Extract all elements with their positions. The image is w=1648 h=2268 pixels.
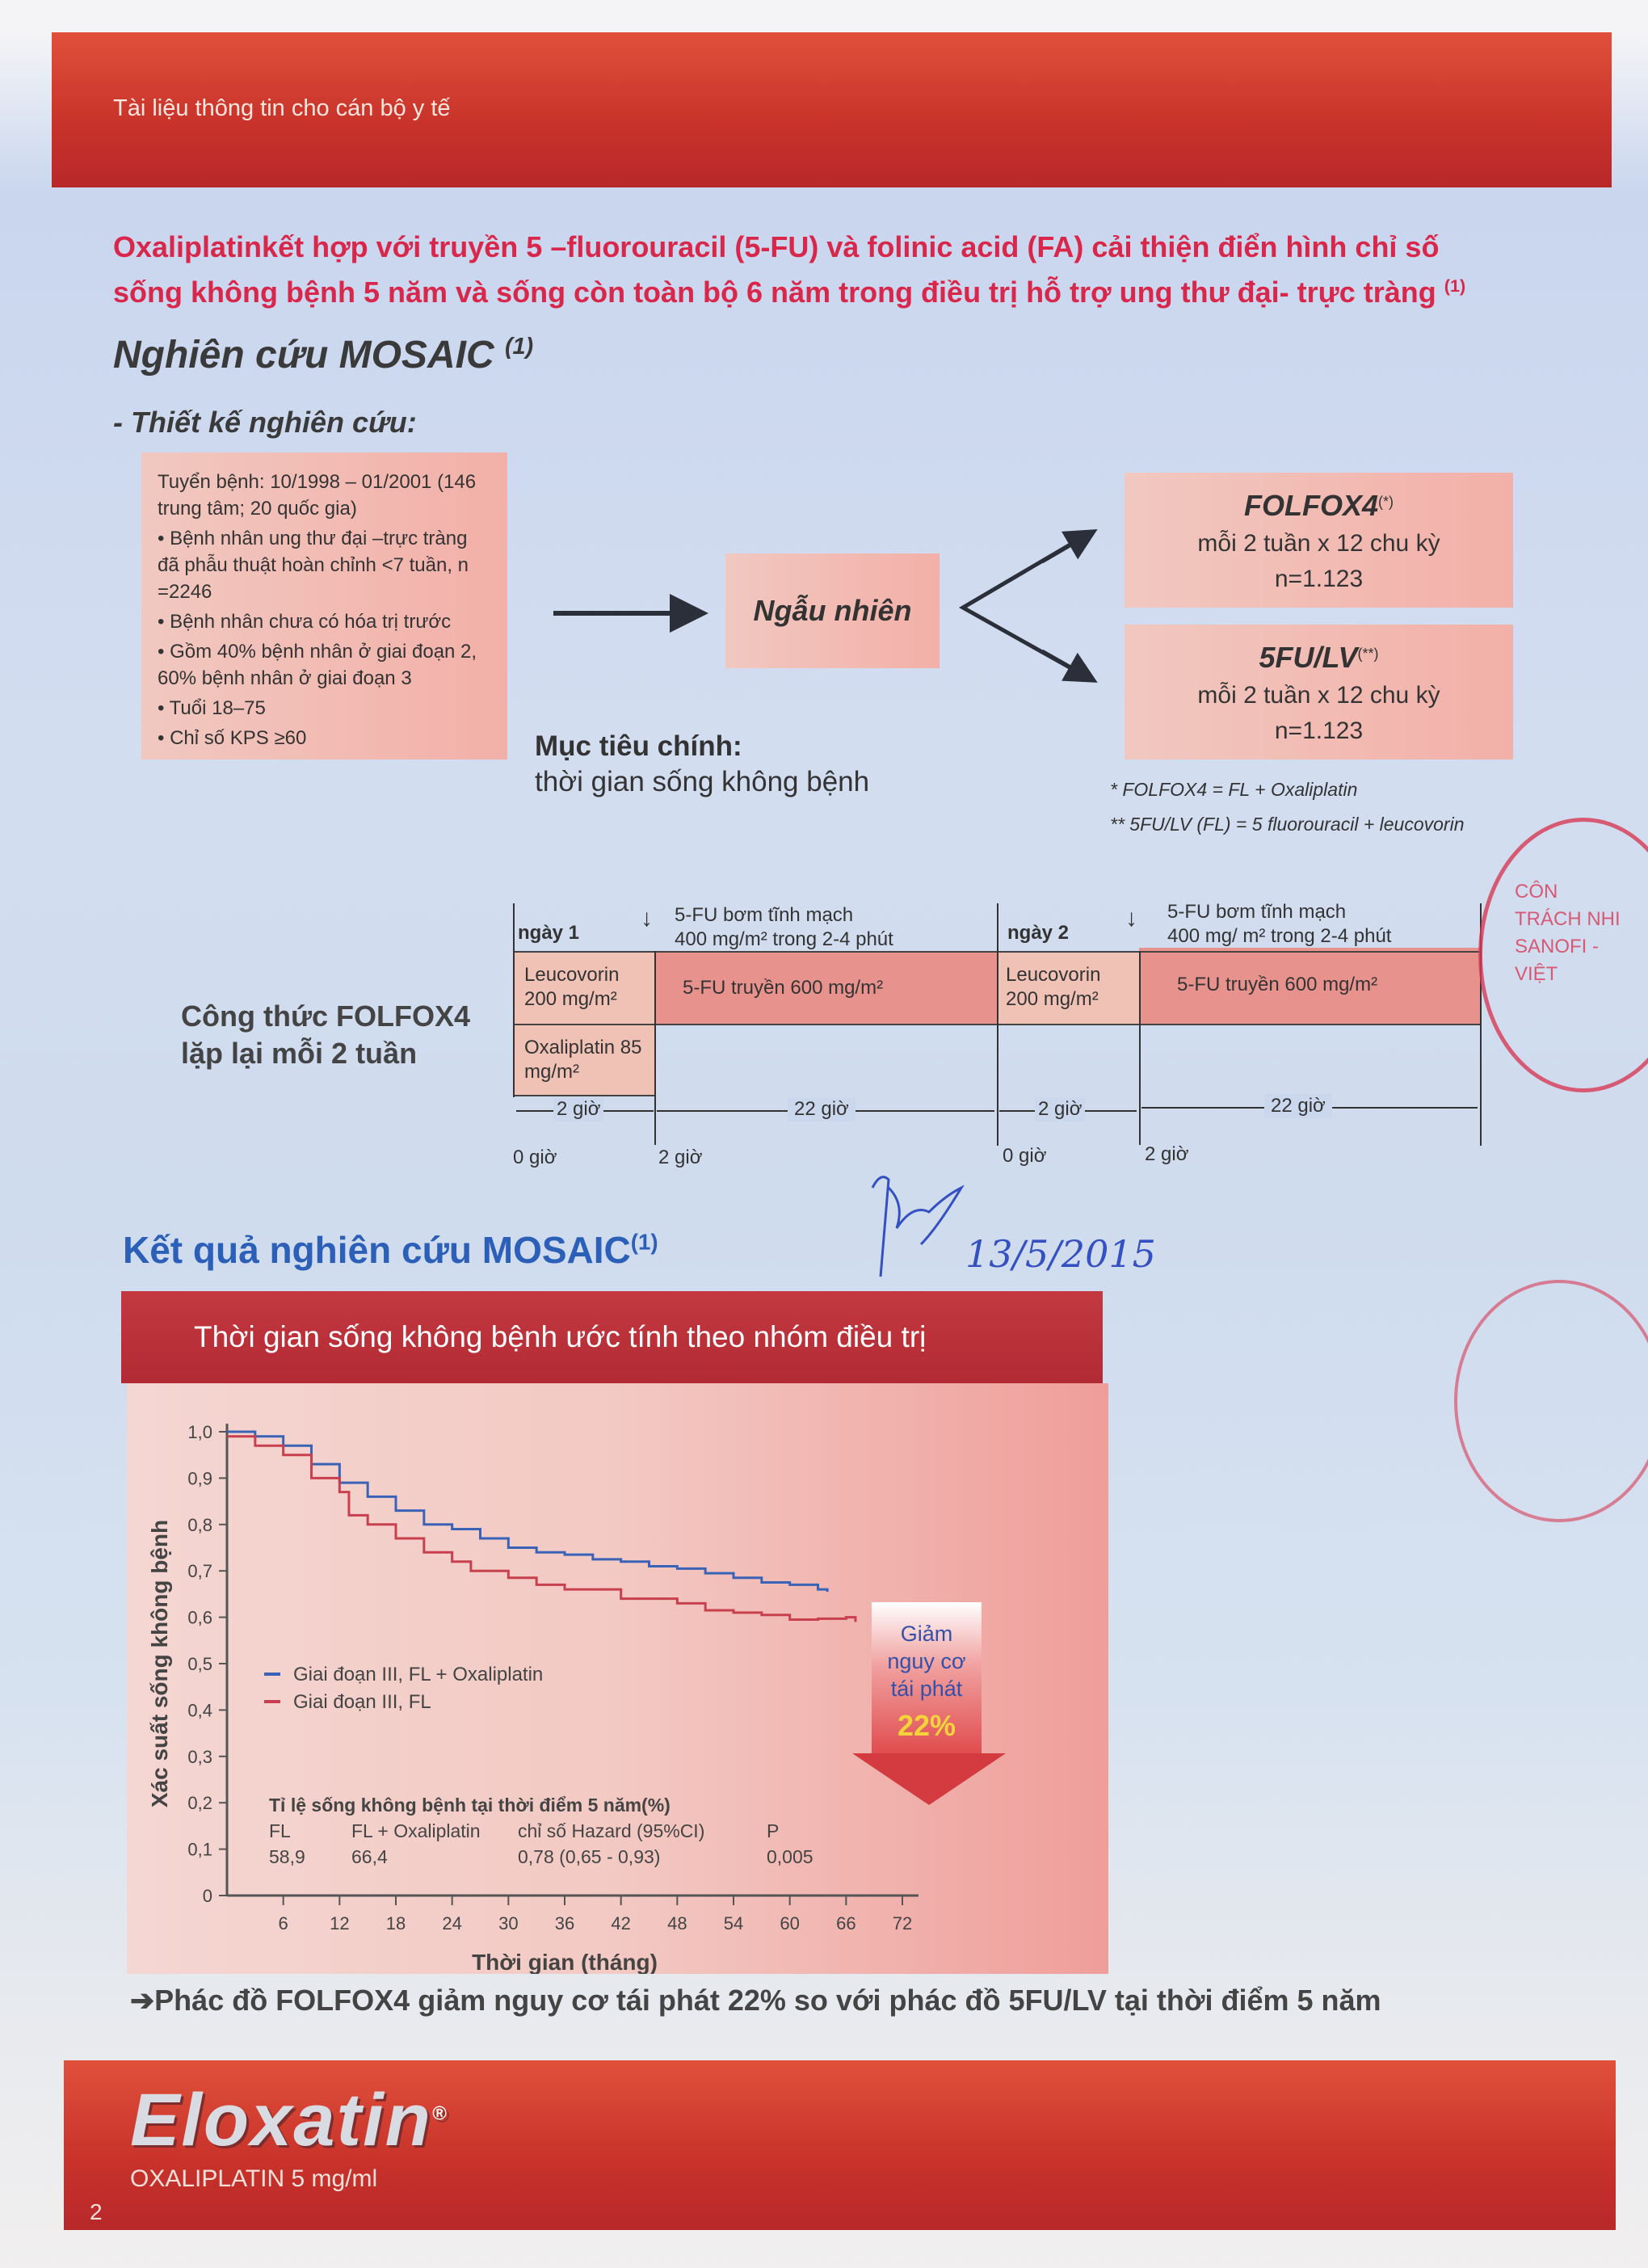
x-tick-label: 42 [611,1913,630,1933]
arrow-down-icon [1041,649,1098,683]
y-tick-label: 0,7 [187,1561,212,1581]
arrow-down-icon: ↓ [1125,905,1137,932]
risk-reduction-label: Giảm nguy cơ tái phát 22% [887,1622,966,1742]
km-chart: 6 12 18 24 30 36 42 48 54 60 66 72 0 0,1 0,2 0,3 0,4 0,5 0… [147,1422,919,1974]
y-tick-label: 0,9 [187,1468,212,1488]
table-title: Tỉ lệ sống không bệnh tại thời điểm 5 nă… [269,1795,671,1816]
table-header: FL [269,1820,291,1841]
x-tick-label: 54 [724,1913,743,1933]
x-tick-label: 6 [279,1913,288,1933]
regimen-schedule: ngày 1 ↓ 5-FU bơm tĩnh mạch 400 mg/m² tro… [513,901,1482,1168]
chart-title: Thời gian sống không bệnh ước tính theo … [121,1291,1103,1383]
y-tick-label: 0,1 [187,1840,212,1860]
primary-goal: Mục tiêu chính: thời gian sống không bệnh [535,730,870,797]
header-band [52,32,1612,187]
design-label: - Thiết kế nghiên cứu: [113,406,417,439]
x-axis-label: Thời gian (tháng) [472,1950,658,1974]
arm-5fulv: 5FU/LV(**) mỗi 2 tuần x 12 chu kỳ n=1.12… [1125,625,1513,760]
series-line-1 [227,1435,857,1622]
y-axis-label: Xác suất sống không bệnh [147,1520,172,1807]
x-tick-label: 18 [386,1913,406,1933]
legend-label: Giai đoạn III, FL + Oxaliplatin [293,1664,543,1685]
page-title: Oxaliplatinkết hợp với truyền 5 –fluorou… [113,230,1466,309]
branch-lines [958,535,1084,677]
header-text: Tài liệu thông tin cho cán bộ y tế [113,95,451,121]
table-value: 0,005 [767,1846,813,1867]
footnote: ** 5FU/LV (FL) = 5 fluorouracil + leucov… [1110,814,1465,835]
footer-band [64,2060,1616,2230]
signature-date: 13/5/2015 [965,1232,1156,1276]
x-tick-label: 12 [330,1913,349,1933]
brand-logo: Eloxatin® [130,2079,448,2161]
arm-folfox4: FOLFOX4(*) mỗi 2 tuần x 12 chu kỳ n=1.12… [1125,473,1513,608]
x-tick-label: 30 [498,1913,518,1933]
page-number: 2 [90,2199,103,2224]
enrollment-box: Tuyển bệnh: 10/1998 – 01/2001 (146 trung… [141,452,507,760]
arrow-up-icon [1041,528,1098,564]
product-name: OXALIPLATIN 5 mg/ml [130,2165,378,2192]
x-tick-label: 72 [893,1913,912,1933]
y-tick-label: 0 [203,1886,212,1906]
table-header: P [767,1820,779,1841]
flow-arrows [553,528,1098,683]
table-header: FL + Oxaliplatin [351,1820,481,1841]
x-tick-label: 36 [555,1913,574,1933]
x-tick-label: 48 [667,1913,687,1933]
arrow-down-icon [852,1753,1006,1805]
table-value: 66,4 [351,1846,388,1867]
legend-label: Giai đoạn III, FL [293,1691,431,1713]
arrow-down-icon: ↓ [641,905,653,932]
series-line-0 [227,1430,829,1593]
study-title: Nghiên cứu MOSAIC (1) [113,334,534,377]
y-tick-label: 0,2 [187,1793,212,1813]
y-tick-label: 0,3 [187,1747,212,1767]
x-tick-label: 66 [836,1913,856,1933]
table-value: 58,9 [269,1846,305,1867]
regimen-title: Công thức FOLFOX4 lặp lại mỗi 2 tuần [181,999,471,1070]
risk-reduction-arrow [872,1602,982,1756]
table-header: chỉ số Hazard (95%CI) [518,1820,704,1841]
y-tick-label: 0,8 [187,1515,212,1535]
signature [871,1176,965,1277]
x-tick-label: 60 [780,1913,799,1933]
y-tick-label: 0,5 [187,1654,212,1674]
company-stamp: CÔN TRÁCH NHI SANOFI - VIỆT [1478,818,1648,1092]
y-tick-label: 1,0 [187,1422,212,1442]
table-value: 0,78 (0,65 - 0,93) [518,1846,660,1867]
footnote: * FOLFOX4 = FL + Oxaliplatin [1110,779,1358,800]
y-tick-label: 0,6 [187,1608,212,1628]
x-tick-label: 24 [442,1913,461,1933]
conclusion: ➔Phác đồ FOLFOX4 giảm nguy cơ tái phát 2… [130,1984,1381,2017]
results-title: Kết quả nghiên cứu MOSAIC(1) [123,1229,658,1271]
y-tick-label: 0,4 [187,1700,212,1720]
company-stamp-2 [1454,1280,1648,1522]
randomization-box: Ngẫu nhiên [725,553,940,668]
